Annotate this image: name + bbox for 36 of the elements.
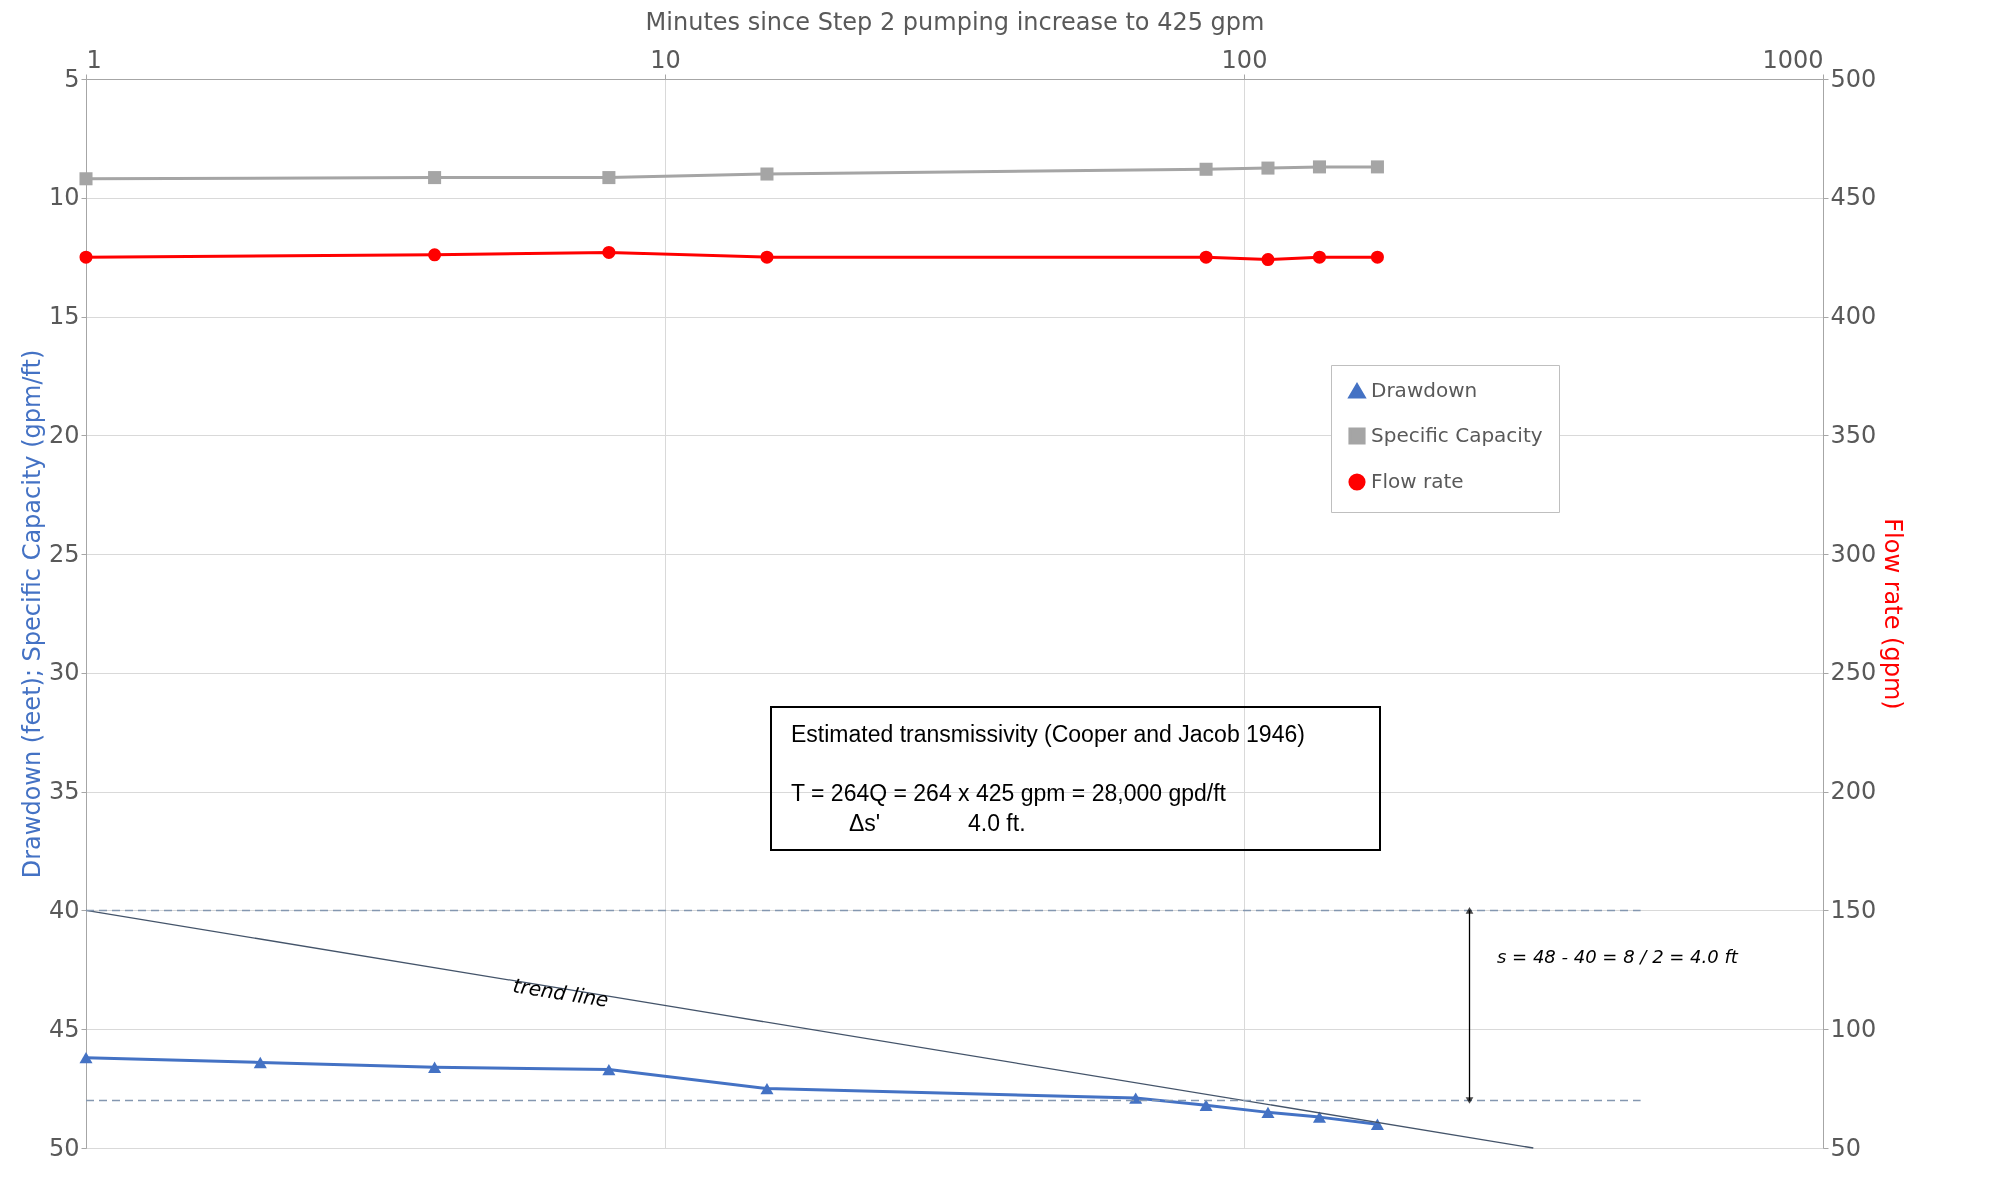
y2-tick-label: 400: [1830, 302, 1877, 331]
y2-tick-label: 500: [1830, 64, 1877, 93]
legend-label: Flow rate: [1371, 469, 1464, 493]
x-tick-label: 1000: [1762, 45, 1824, 74]
y-axis-title: Drawdown (feet); Specific Capacity (gpm/ft): [17, 349, 46, 879]
annotation: s = 48 - 40 = 8 / 2 = 4.0 ft: [1497, 946, 1739, 967]
y-tick-label: 50: [48, 1133, 80, 1162]
x-tick-label: 10: [650, 45, 681, 74]
annotation: T = 264Q = 264 x 425 gpm = 28,000 gpd/ft: [791, 780, 1227, 806]
y-tick-label: 30: [48, 658, 80, 687]
y2-tick-label: 300: [1830, 539, 1877, 568]
annotation: 4.0 ft.: [968, 810, 1026, 836]
x-tick-label: 1: [86, 45, 102, 74]
annotation: trend line: [511, 973, 611, 1012]
y-tick-label: 15: [48, 302, 80, 331]
y-tick-label: 45: [48, 1014, 80, 1043]
x-tick-label: 100: [1221, 45, 1268, 74]
y2-tick-label: 450: [1830, 183, 1877, 212]
x-axis-title: Minutes since Step 2 pumping increase to 425 gpm: [645, 7, 1265, 36]
y-tick-label: 25: [48, 539, 80, 568]
y2-tick-label: 200: [1830, 777, 1877, 806]
annotation: Estimated transmissivity (Cooper and Jacob 1946): [791, 721, 1305, 747]
y-tick-label: 10: [48, 183, 80, 212]
y-tick-label: 40: [48, 895, 80, 924]
y2-tick-label: 250: [1830, 658, 1877, 687]
y-tick-label: 20: [48, 420, 80, 449]
y2-tick-label: 100: [1830, 1014, 1877, 1043]
legend-label: Drawdown: [1371, 378, 1478, 402]
annotation: Δs': [849, 810, 881, 836]
y2-tick-label: 150: [1830, 895, 1877, 924]
y-tick-label: 5: [64, 64, 80, 93]
y-tick-label: 35: [48, 777, 80, 806]
y2-tick-label: 50: [1830, 1133, 1862, 1162]
y2-axis-title: Flow rate (gpm): [1879, 518, 1908, 710]
y2-tick-label: 350: [1830, 420, 1877, 449]
legend-label: Specific Capacity: [1371, 423, 1543, 447]
